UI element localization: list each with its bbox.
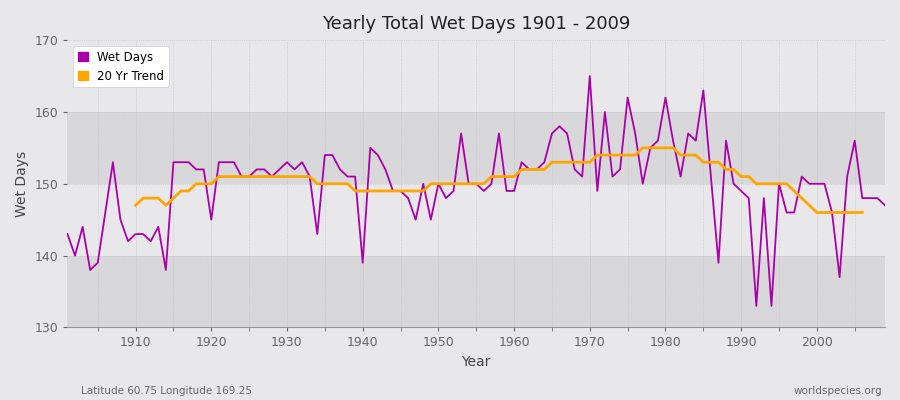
20 Yr Trend (857, 210, 868, 215)
Bar (68, 112, 885, 184)
Y-axis label: Wet Days: Wet Days (15, 151, 29, 217)
Bar (68, 256, 885, 328)
X-axis label: Year: Year (462, 355, 490, 369)
Title: Yearly Total Wet Days 1901 - 2009: Yearly Total Wet Days 1901 - 2009 (322, 15, 630, 33)
Wet Days (879, 203, 890, 208)
Wet Days (122, 239, 133, 244)
Wet Days (584, 74, 595, 78)
Bar (68, 184, 885, 256)
20 Yr Trend (184, 188, 194, 193)
20 Yr Trend (812, 210, 823, 215)
Wet Days (62, 232, 73, 236)
Legend: Wet Days, 20 Yr Trend: Wet Days, 20 Yr Trend (74, 46, 168, 87)
Line: 20 Yr Trend: 20 Yr Trend (136, 148, 862, 212)
20 Yr Trend (546, 160, 557, 165)
20 Yr Trend (493, 174, 504, 179)
Wet Days (508, 188, 519, 193)
Wet Days (751, 304, 761, 308)
20 Yr Trend (637, 146, 648, 150)
20 Yr Trend (130, 203, 141, 208)
20 Yr Trend (320, 181, 330, 186)
20 Yr Trend (698, 160, 708, 165)
Line: Wet Days: Wet Days (68, 76, 885, 306)
Bar (68, 40, 885, 112)
Wet Days (501, 188, 512, 193)
20 Yr Trend (153, 196, 164, 200)
Text: Latitude 60.75 Longitude 169.25: Latitude 60.75 Longitude 169.25 (81, 386, 252, 396)
Text: worldspecies.org: worldspecies.org (794, 386, 882, 396)
Wet Days (289, 167, 300, 172)
Wet Days (608, 174, 618, 179)
Wet Days (335, 167, 346, 172)
